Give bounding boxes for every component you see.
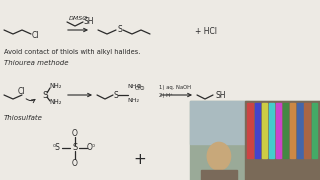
Bar	[290, 103, 295, 158]
Text: SH: SH	[84, 17, 94, 26]
Text: Thiourea methode: Thiourea methode	[4, 60, 68, 66]
Bar	[245, 101, 320, 180]
Bar	[262, 103, 267, 158]
Ellipse shape	[207, 142, 231, 170]
Text: O⁰: O⁰	[86, 143, 95, 152]
Text: Thiosulfate: Thiosulfate	[4, 115, 43, 121]
Bar	[247, 103, 252, 158]
Text: O: O	[72, 159, 78, 168]
Bar	[269, 103, 274, 158]
Bar	[190, 101, 320, 180]
Bar	[276, 103, 281, 158]
Text: S: S	[114, 91, 119, 100]
Text: Cl: Cl	[18, 87, 26, 96]
Text: NH⊕: NH⊕	[127, 84, 142, 89]
Text: +: +	[134, 152, 146, 168]
Text: NH₂: NH₂	[127, 98, 139, 102]
Bar	[304, 103, 310, 158]
Text: NH₂: NH₂	[49, 99, 61, 105]
Bar	[283, 103, 288, 158]
Text: 1) aq. NaOH: 1) aq. NaOH	[159, 85, 191, 90]
Bar	[201, 170, 237, 180]
Text: SH: SH	[215, 91, 226, 100]
Text: NH₂: NH₂	[49, 83, 61, 89]
Text: Cl: Cl	[32, 30, 39, 39]
Text: O: O	[72, 129, 78, 138]
Text: + HCl: + HCl	[195, 26, 217, 35]
Bar	[190, 101, 249, 144]
Text: S: S	[117, 26, 122, 35]
Text: S: S	[42, 91, 48, 100]
Bar	[297, 103, 302, 158]
Text: 2) H⁺: 2) H⁺	[159, 93, 173, 98]
Bar	[254, 103, 260, 158]
Text: Avoid contact of thiols with alkyl halides.: Avoid contact of thiols with alkyl halid…	[4, 49, 140, 55]
Text: S: S	[72, 143, 78, 152]
Text: DMSO: DMSO	[68, 16, 88, 21]
Text: ⁰S: ⁰S	[53, 143, 61, 152]
Text: Cl⊙: Cl⊙	[135, 87, 146, 91]
Bar	[312, 103, 317, 158]
